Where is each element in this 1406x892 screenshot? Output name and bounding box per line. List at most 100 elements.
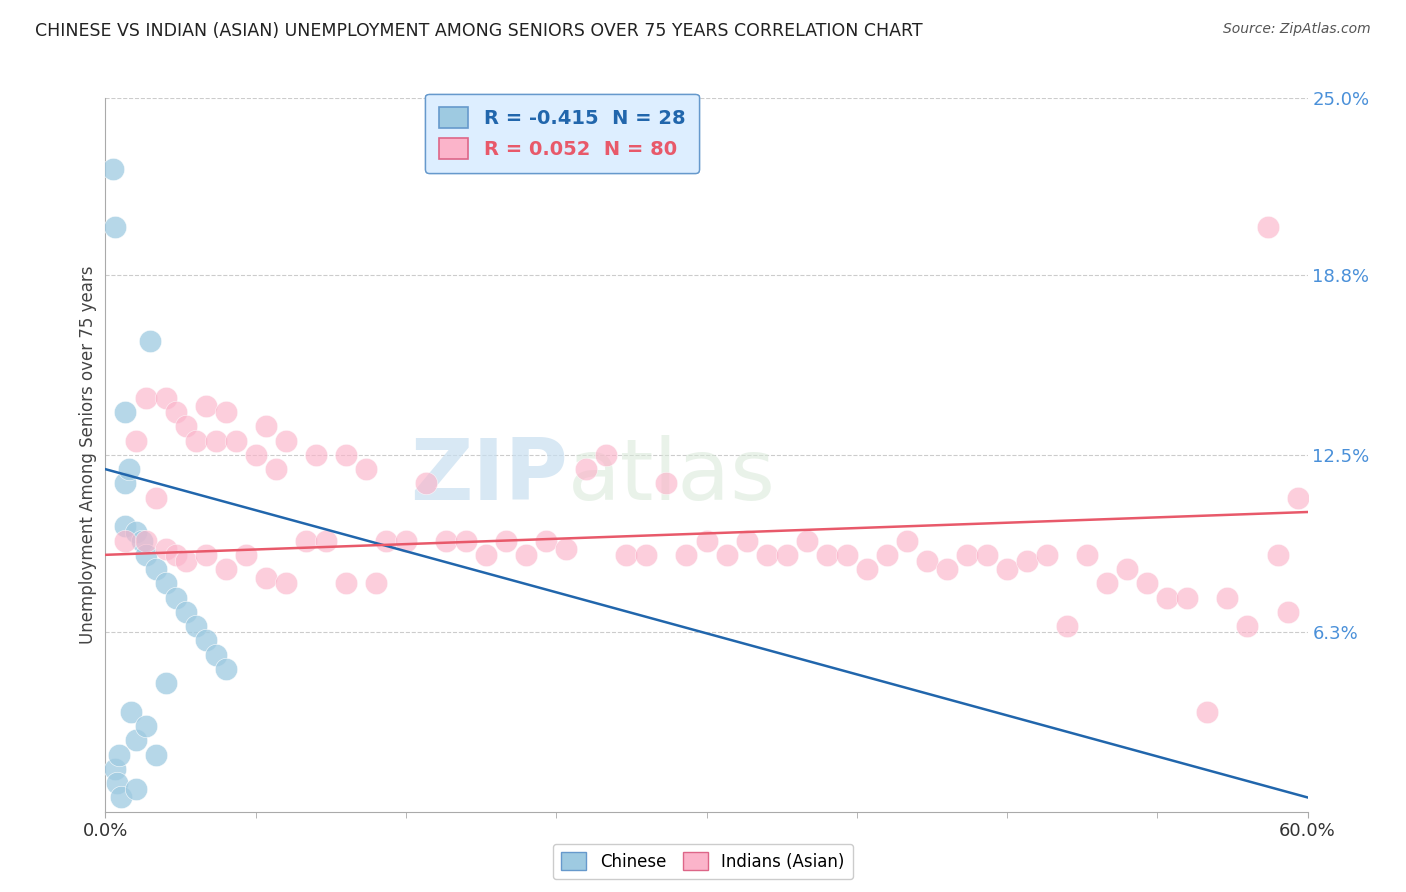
Point [131,533,153,548]
Point [155,676,177,690]
Point [124,781,146,796]
Point [135,548,157,562]
Point [354,462,377,476]
Point [1216,591,1239,605]
Point [214,405,236,419]
Y-axis label: Unemployment Among Seniors over 75 years: Unemployment Among Seniors over 75 years [79,266,97,644]
Point [495,533,517,548]
Point [214,662,236,676]
Point [155,391,177,405]
Point [145,562,167,576]
Point [104,762,127,776]
Point [915,553,938,567]
Point [1197,705,1219,719]
Point [305,448,328,462]
Text: ZIP: ZIP [411,434,568,518]
Point [118,462,141,476]
Point [1286,491,1309,505]
Point [155,542,177,557]
Point [124,733,146,747]
Point [114,476,136,491]
Point [876,548,898,562]
Point [108,747,131,762]
Point [755,548,778,562]
Point [174,419,197,434]
Point [135,391,157,405]
Point [575,462,598,476]
Point [274,576,297,591]
Point [835,548,858,562]
Point [1116,562,1139,576]
Text: Source: ZipAtlas.com: Source: ZipAtlas.com [1223,22,1371,37]
Point [364,576,387,591]
Point [415,476,437,491]
Point [1015,553,1038,567]
Point [636,548,658,562]
Point [124,434,146,448]
Point [274,434,297,448]
Point [595,448,617,462]
Point [434,533,457,548]
Point [135,719,157,733]
Point [103,162,125,177]
Point [976,548,998,562]
Point [1076,548,1098,562]
Point [315,533,337,548]
Point [174,605,197,619]
Point [254,419,277,434]
Point [1156,591,1178,605]
Point [995,562,1018,576]
Point [1056,619,1078,633]
Point [145,747,167,762]
Point [138,334,160,348]
Point [194,548,217,562]
Point [555,542,578,557]
Point [184,619,207,633]
Point [184,434,207,448]
Point [165,591,187,605]
Point [1175,591,1198,605]
Point [114,405,136,419]
Point [956,548,979,562]
Point [225,434,247,448]
Legend: Chinese, Indians (Asian): Chinese, Indians (Asian) [553,844,853,880]
Point [121,705,143,719]
Text: atlas: atlas [568,434,776,518]
Point [124,524,146,539]
Point [104,219,127,234]
Point [1036,548,1059,562]
Point [1236,619,1258,633]
Point [214,562,236,576]
Point [114,533,136,548]
Point [1277,605,1299,619]
Point [534,533,557,548]
Point [107,776,129,790]
Point [204,434,226,448]
Point [1267,548,1289,562]
Point [475,548,498,562]
Point [696,533,718,548]
Point [155,576,177,591]
Point [245,448,267,462]
Point [735,533,758,548]
Point [254,571,277,585]
Point [295,533,318,548]
Point [264,462,287,476]
Point [165,548,187,562]
Point [194,633,217,648]
Point [616,548,638,562]
Point [675,548,697,562]
Point [456,533,478,548]
Point [114,519,136,533]
Point [335,576,357,591]
Point [135,533,157,548]
Point [815,548,838,562]
Point [1257,219,1279,234]
Point [716,548,738,562]
Point [374,533,398,548]
Point [1097,576,1119,591]
Point [335,448,357,462]
Point [776,548,799,562]
Point [145,491,167,505]
Point [796,533,818,548]
